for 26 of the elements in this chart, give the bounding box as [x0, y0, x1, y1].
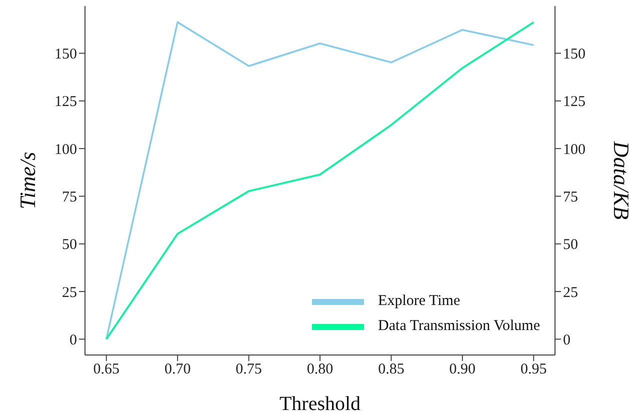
- y2-tick-label: 25: [563, 284, 578, 301]
- legend-label: Data Transmission Volume: [378, 318, 540, 335]
- y2-tick-label: 75: [563, 190, 578, 206]
- y2-tick-label: 0: [563, 332, 570, 349]
- y2-tick-label: 50: [563, 237, 578, 254]
- y-tick-label: 100: [54, 142, 77, 158]
- y2-tick-label: 125: [563, 94, 586, 110]
- y-tick-label: 75: [62, 190, 77, 206]
- y2-tick-label: 150: [563, 46, 586, 63]
- y2-axis-title: Data/KB: [609, 140, 630, 220]
- x-axis-title: Threshold: [279, 393, 361, 415]
- y-tick-label: 50: [62, 237, 77, 254]
- x-tick-label: 0.90: [449, 362, 476, 378]
- x-tick-label: 0.95: [520, 362, 547, 378]
- x-tick-label: 0.85: [378, 362, 404, 378]
- legend-label: Explore Time: [378, 293, 460, 310]
- x-tick-label: 0.75: [236, 362, 262, 378]
- y-tick-label: 25: [62, 284, 77, 301]
- x-tick-label: 0.65: [93, 362, 120, 378]
- y-tick-label: 125: [54, 94, 77, 110]
- y2-tick-label: 100: [563, 142, 586, 158]
- x-tick-label: 0.70: [164, 362, 191, 378]
- x-tick-label: 0.80: [306, 362, 334, 378]
- y-tick-label: 0: [70, 332, 77, 349]
- y-axis-title: Time/s: [14, 152, 40, 210]
- y-tick-label: 150: [54, 46, 77, 63]
